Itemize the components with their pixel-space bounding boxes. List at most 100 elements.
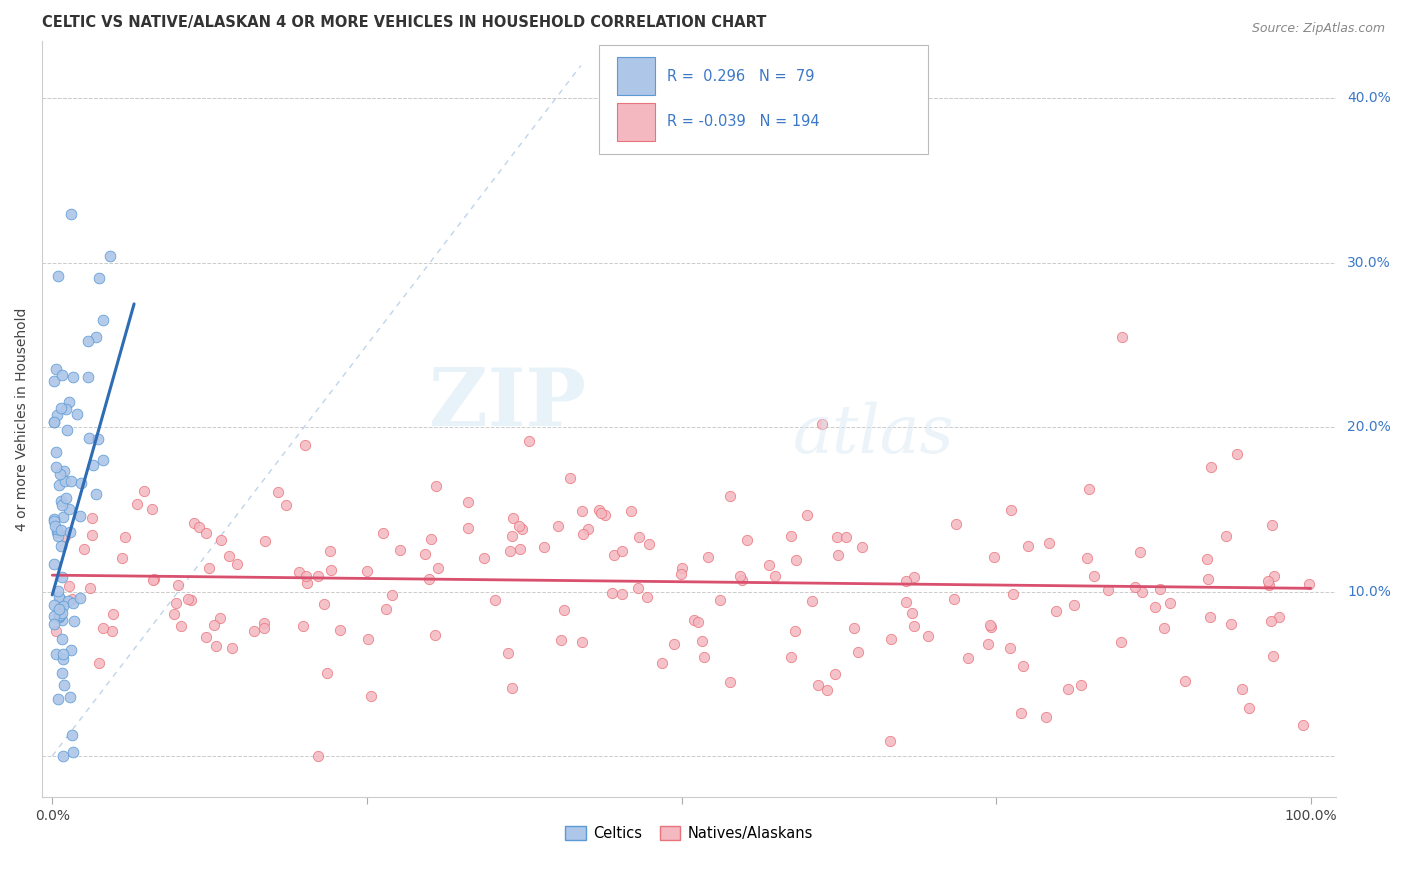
Point: [45, 361, 67, 376]
Point: [1153, 621, 1175, 635]
Point: [894, 595, 917, 609]
Point: [55, 491, 77, 505]
Point: [1219, 616, 1241, 631]
Point: [46, 408, 69, 422]
Point: [48, 591, 70, 606]
FancyBboxPatch shape: [617, 103, 655, 141]
Point: [58, 394, 80, 409]
Point: [44, 609, 66, 624]
Point: [1078, 482, 1101, 496]
Point: [593, 508, 616, 522]
Point: [60, 643, 83, 657]
Point: [785, 552, 807, 566]
Point: [58, 578, 80, 592]
Point: [780, 650, 803, 665]
Point: [253, 615, 276, 630]
Point: [177, 591, 200, 606]
Point: [718, 489, 741, 503]
Point: [46, 584, 69, 599]
Point: [758, 558, 780, 573]
Point: [669, 567, 692, 582]
Point: [60, 728, 83, 742]
Point: [846, 645, 869, 659]
Point: [671, 561, 693, 575]
Point: [763, 569, 786, 583]
Point: [52, 647, 75, 661]
Point: [735, 533, 758, 547]
Point: [292, 619, 315, 633]
Point: [457, 495, 479, 509]
Point: [42, 598, 65, 612]
Point: [49, 524, 72, 538]
Text: 10.0%: 10.0%: [1347, 584, 1391, 599]
Point: [651, 656, 673, 670]
Point: [141, 502, 163, 516]
Point: [46, 522, 69, 536]
Point: [69, 591, 91, 606]
Point: [983, 549, 1005, 564]
Point: [510, 522, 533, 536]
Point: [91, 621, 114, 635]
Point: [87, 656, 110, 670]
Point: [69, 475, 91, 490]
Point: [46, 692, 69, 706]
Point: [1038, 536, 1060, 550]
Point: [360, 689, 382, 703]
Point: [48, 610, 70, 624]
Point: [571, 634, 593, 648]
Point: [688, 615, 710, 629]
Point: [801, 594, 824, 608]
Point: [1225, 447, 1247, 461]
Point: [46, 529, 69, 543]
Point: [195, 525, 218, 540]
Point: [374, 601, 396, 615]
Point: [373, 526, 395, 541]
Point: [508, 519, 530, 533]
Point: [274, 498, 297, 512]
Point: [896, 574, 918, 588]
Point: [815, 683, 838, 698]
Point: [84, 487, 107, 501]
Point: [59, 690, 82, 704]
Point: [86, 432, 108, 446]
Point: [91, 453, 114, 467]
Point: [45, 647, 67, 661]
Point: [125, 497, 148, 511]
Point: [501, 529, 523, 543]
Point: [53, 475, 76, 489]
Point: [51, 613, 73, 627]
FancyBboxPatch shape: [599, 45, 928, 154]
Point: [45, 460, 67, 475]
Point: [977, 637, 1000, 651]
Point: [51, 539, 73, 553]
Point: [943, 592, 966, 607]
Point: [167, 578, 190, 592]
Point: [42, 511, 65, 525]
Point: [851, 540, 873, 554]
Point: [693, 649, 716, 664]
Point: [945, 516, 967, 531]
Point: [357, 632, 380, 646]
Point: [53, 678, 76, 692]
Point: [77, 334, 100, 348]
Point: [314, 598, 336, 612]
Text: 30.0%: 30.0%: [1347, 256, 1391, 269]
Point: [425, 479, 447, 493]
Point: [101, 624, 124, 638]
Point: [901, 606, 924, 620]
Point: [79, 582, 101, 596]
Text: 40.0%: 40.0%: [1347, 91, 1391, 105]
Point: [509, 541, 531, 556]
Point: [288, 565, 311, 579]
Point: [45, 445, 67, 459]
Point: [72, 542, 94, 557]
Point: [1123, 580, 1146, 594]
Point: [620, 504, 643, 518]
Point: [209, 533, 232, 547]
Point: [588, 502, 610, 516]
Point: [917, 628, 939, 642]
Point: [1149, 582, 1171, 597]
Point: [979, 618, 1001, 632]
Point: [600, 586, 623, 600]
Point: [1130, 585, 1153, 599]
